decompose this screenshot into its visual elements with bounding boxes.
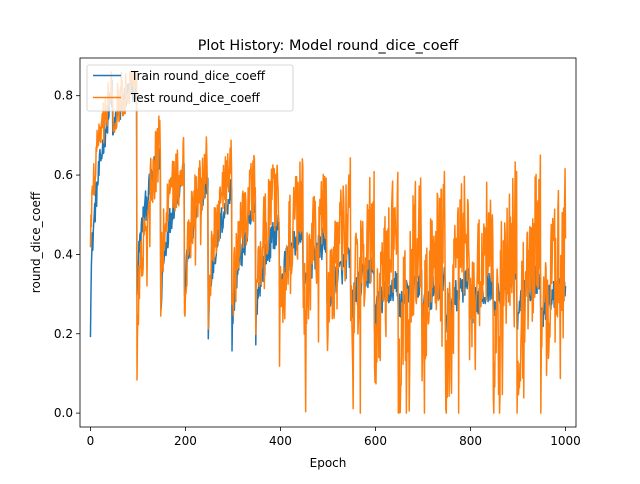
legend-box [86, 64, 294, 112]
y-tick-label: 0.8 [54, 89, 73, 103]
x-tick-label: 1000 [550, 434, 581, 448]
x-axis-ticks: 0 200 400 600 800 1000 [87, 427, 581, 448]
y-tick-label: 0.4 [54, 247, 73, 261]
plot-frame [79, 57, 577, 428]
x-tick-label: 600 [364, 434, 387, 448]
x-tick-label: 0 [87, 434, 95, 448]
y-tick-label: 0.2 [54, 327, 73, 341]
x-tick-label: 800 [459, 434, 482, 448]
chart-title: Plot History: Model round_dice_coeff [198, 38, 460, 54]
legend-label-train: Train round_dice_coeff [130, 69, 266, 83]
legend: Train round_dice_coeff Test round_dice_c… [86, 64, 294, 112]
x-tick-label: 200 [174, 434, 197, 448]
x-axis-label: Epoch [310, 456, 347, 470]
y-axis-label: round_dice_coeff [29, 191, 43, 293]
y-axis-ticks: 0.0 0.2 0.4 0.6 0.8 [54, 89, 80, 420]
y-tick-label: 0.6 [54, 168, 73, 182]
x-tick-label: 400 [269, 434, 292, 448]
series-line-test [89, 71, 567, 414]
y-tick-label: 0.0 [54, 406, 73, 420]
series-layer [89, 71, 567, 414]
legend-label-test: Test round_dice_coeff [130, 91, 261, 105]
